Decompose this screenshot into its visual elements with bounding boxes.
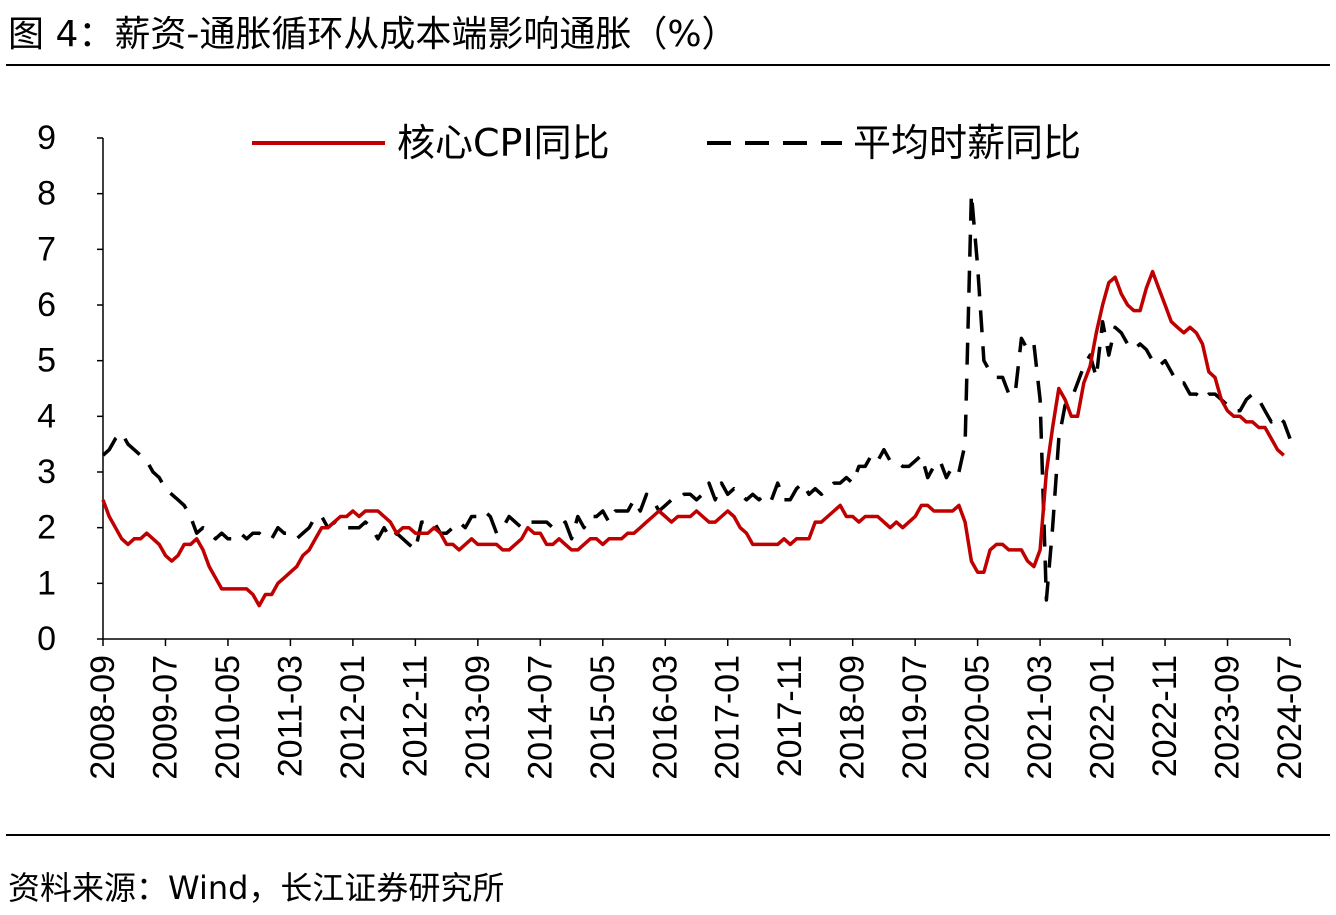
x-tick-label: 2016-03 [646,655,684,780]
source-rule [6,834,1330,836]
figure-title: 图 4：薪资-通胀循环从成本端影响通胀（%） [8,14,738,55]
legend-label: 平均时薪同比 [853,121,1081,165]
series-line [101,191,1292,602]
y-tick-label: 1 [37,564,56,602]
y-tick-label: 7 [37,230,56,268]
y-tick-label: 0 [37,620,56,658]
y-tick-label: 2 [37,509,56,547]
y-tick-label: 8 [37,175,56,213]
x-tick-label: 2014-07 [521,655,559,780]
x-tick-label: 2011-03 [271,655,309,777]
y-axis: 0 1 2 3 4 5 6 7 8 9 [37,119,104,658]
x-tick-label: 2009-07 [147,655,185,780]
x-tick-label: 2013-09 [459,655,497,780]
title-rule [6,64,1330,66]
legend-label: 核心CPI同比 [397,121,610,165]
x-tick-label: 2024-07 [1271,655,1309,780]
y-tick-label: 6 [37,286,56,324]
source-note: 资料来源：Wind，长江证券研究所 [8,869,505,907]
x-tick-label: 2010-05 [209,655,247,780]
x-tick-label: 2022-11 [1146,655,1184,777]
x-axis: 2008-09 2009-07 2010-05 2011-03 2012-01 2012-… [84,638,1309,780]
y-tick-label: 5 [37,342,56,380]
x-tick-label: 2021-03 [1021,655,1059,780]
x-tick-label: 2020-05 [959,655,997,780]
x-tick-label: 2017-01 [709,655,747,780]
y-tick-label: 4 [37,397,56,435]
x-tick-label: 2008-09 [84,655,122,780]
x-tick-label: 2023-09 [1209,655,1247,780]
x-tick-label: 2017-11 [771,655,809,777]
x-tick-label: 2015-05 [584,655,622,780]
x-tick-label: 2012-11 [396,655,434,777]
x-tick-label: 2018-09 [834,655,872,780]
legend: 核心CPI同比 平均时薪同比 [252,121,1081,165]
series-line [101,269,1285,608]
x-tick-label: 2022-01 [1084,655,1122,780]
x-tick-label: 2012-01 [334,655,372,780]
x-tick-label: 2019-07 [896,655,934,780]
y-tick-label: 3 [37,453,56,491]
y-tick-label: 9 [37,119,56,157]
series-layer [101,191,1292,608]
